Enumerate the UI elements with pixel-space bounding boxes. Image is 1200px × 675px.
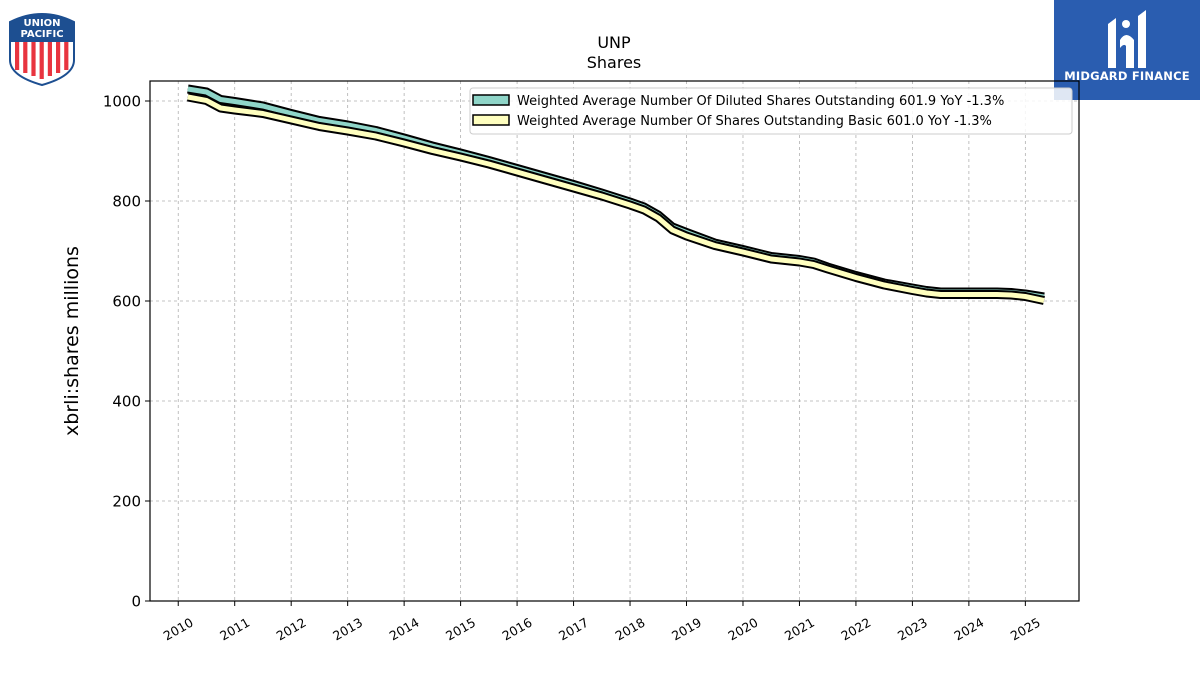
legend-label: Weighted Average Number Of Diluted Share… [517,94,1004,109]
legend-label: Weighted Average Number Of Shares Outsta… [517,114,992,129]
svg-text:UNION: UNION [23,18,60,29]
legend-swatch [472,114,510,126]
x-tick-label: 2015 [443,615,478,644]
x-tick-label: 2022 [838,615,873,644]
x-tick-label: 2020 [725,615,760,644]
x-tick-label: 2017 [556,615,591,644]
x-tick-label: 2021 [782,615,817,644]
x-tick-label: 2018 [612,615,647,644]
midgard-mark-icon [1108,10,1146,68]
x-tick-label: 2019 [669,615,704,644]
y-axis-label: xbrli:shares millions [61,246,83,436]
midgard-finance-wordmark: MIDGARD FINANCE [1064,69,1190,83]
x-tick-label: 2012 [274,615,309,644]
plot-frame [149,80,1080,602]
legend: Weighted Average Number Of Diluted Share… [469,87,1073,135]
x-tick-label: 2024 [951,615,986,644]
legend-box [469,87,1073,135]
y-tick-label: 1000 [103,93,141,111]
x-tick-label: 2011 [217,615,252,644]
x-tick-label: 2014 [387,615,422,644]
svg-text:PACIFIC: PACIFIC [20,29,63,40]
midgard-finance-logo: MIDGARD FINANCE [1054,0,1200,100]
series-2-line [187,94,1045,303]
x-tick-label: 2023 [895,615,930,644]
y-tick-label: 400 [112,393,141,411]
x-tick-label: 2025 [1008,615,1043,644]
chart-subtitle: Shares [587,53,642,72]
y-tick-label: 0 [131,593,141,611]
y-tick-label: 200 [112,493,141,511]
y-tick-label: 800 [112,193,141,211]
x-tick-label: 2010 [161,615,196,644]
x-tick-label: 2016 [500,615,535,644]
legend-swatch [472,94,510,106]
x-tick-label: 2013 [330,615,365,644]
y-tick-label: 600 [112,293,141,311]
chart-title: UNP [597,33,631,52]
union-pacific-logo: UNION PACIFIC [6,8,78,87]
